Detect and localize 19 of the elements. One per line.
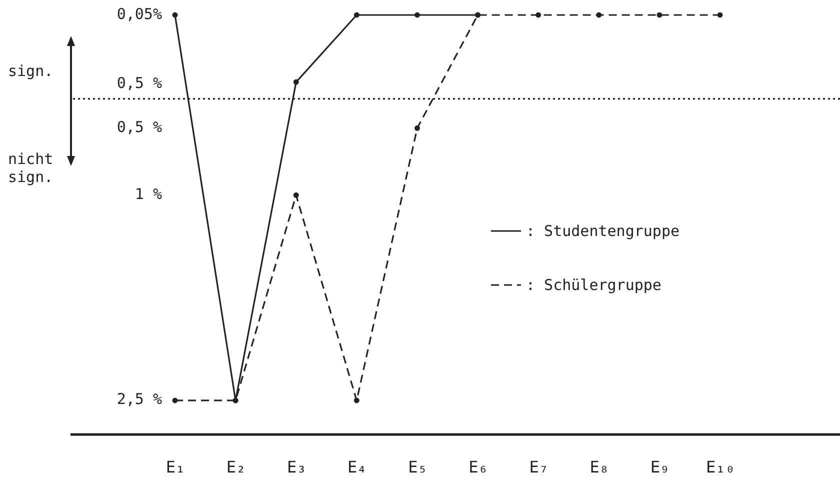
x-tick-label: E₈	[590, 458, 610, 476]
annotation: 1 %	[134, 185, 162, 203]
x-tick-label: E₄	[348, 458, 367, 476]
x-tick-label: E₂	[226, 458, 246, 476]
legend-label: : Schülergruppe	[526, 276, 662, 294]
annotation: 0,5 %	[116, 74, 162, 92]
text: sign.	[8, 62, 54, 80]
x-tick-label: E₆	[468, 458, 488, 476]
annotation: 2,5 %	[116, 390, 162, 408]
x-tick-label: E₁₀	[706, 458, 735, 476]
x-tick-label: E₉	[650, 458, 670, 476]
legend-label: : Studentengruppe	[526, 222, 680, 240]
x-tick-label: E₁	[166, 458, 186, 476]
x-tick-label: E₇	[529, 458, 548, 476]
annotation: 0,05%	[116, 5, 162, 23]
annotation: 0,5 %	[116, 118, 162, 136]
text: nicht sign.	[8, 150, 54, 186]
x-tick-label: E₃	[286, 458, 306, 476]
x-tick-label: E₅	[408, 458, 428, 476]
